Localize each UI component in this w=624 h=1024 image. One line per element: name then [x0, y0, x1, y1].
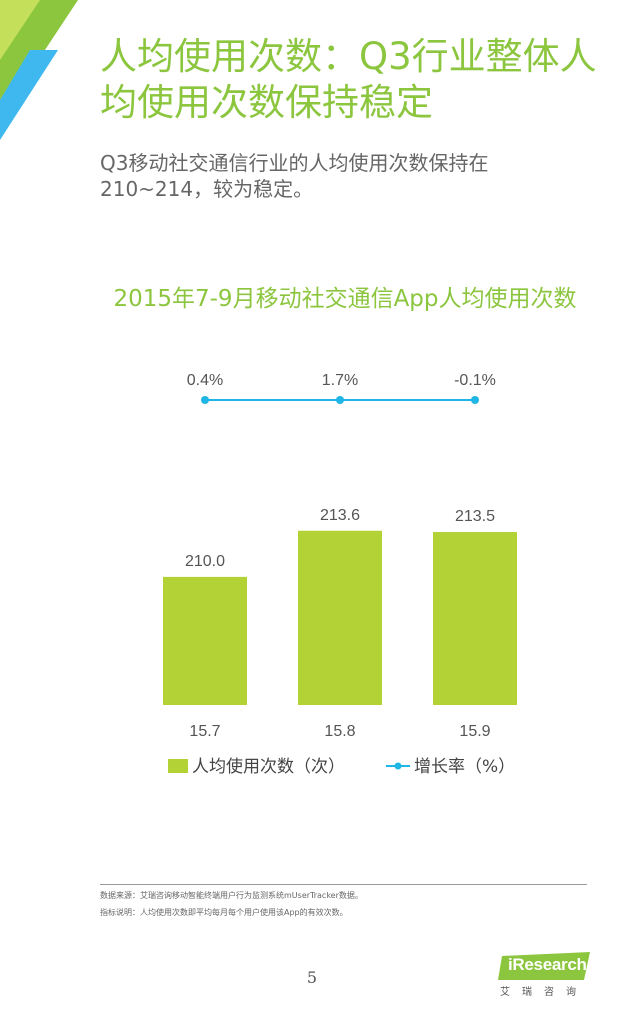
legend-line-label: 增长率（%） [414, 757, 515, 777]
legend-bar-label: 人均使用次数（次） [192, 756, 345, 777]
bar [433, 532, 517, 705]
bar-value-label: 210.0 [185, 553, 225, 570]
page-number: 5 [306, 968, 318, 987]
corner-decoration [0, 0, 78, 140]
legend-bar-swatch [168, 759, 188, 773]
x-tick-label: 15.9 [459, 723, 490, 740]
bar-value-label: 213.5 [455, 508, 495, 525]
bar-line-chart: 0.4% 1.7% -0.1% 210.0 15.7 213.6 15.8 213.5 15.9… [163, 372, 517, 777]
x-tick-label: 15.7 [189, 723, 220, 740]
growth-label: -0.1% [454, 372, 496, 389]
growth-label: 0.4% [187, 372, 223, 389]
iresearch-logo: iResearch 艾瑞咨询 [498, 952, 594, 998]
definition-note: 指标说明：人均使用次数即平均每月每个用户使用该App的有效次数。 [100, 908, 348, 917]
legend-line-marker [394, 762, 402, 770]
growth-point [201, 396, 209, 404]
bar-value-label: 213.6 [320, 507, 360, 524]
x-tick-label: 15.8 [324, 723, 355, 740]
growth-point [471, 396, 479, 404]
chart-title: 2015年7-9月移动社交通信App人均使用次数 [113, 286, 577, 312]
footer-divider [100, 884, 587, 885]
growth-point [336, 396, 344, 404]
bar [298, 530, 382, 705]
growth-label: 1.7% [322, 372, 358, 389]
logo-banner-icon [498, 952, 590, 980]
logo-text: iResearch [508, 955, 587, 974]
logo-subtitle: 艾瑞咨询 [500, 987, 588, 998]
summary-text: Q3移动社交通信行业的人均使用次数保持在210~214，较为稳定。 [100, 151, 489, 201]
source-note: 数据来源：艾瑞咨询移动智能终端用户行为监测系统mUserTracker数据。 [100, 891, 363, 900]
bar [163, 576, 247, 705]
page-title: 人均使用次数：Q3行业整体人均使用次数保持稳定 [100, 35, 597, 124]
